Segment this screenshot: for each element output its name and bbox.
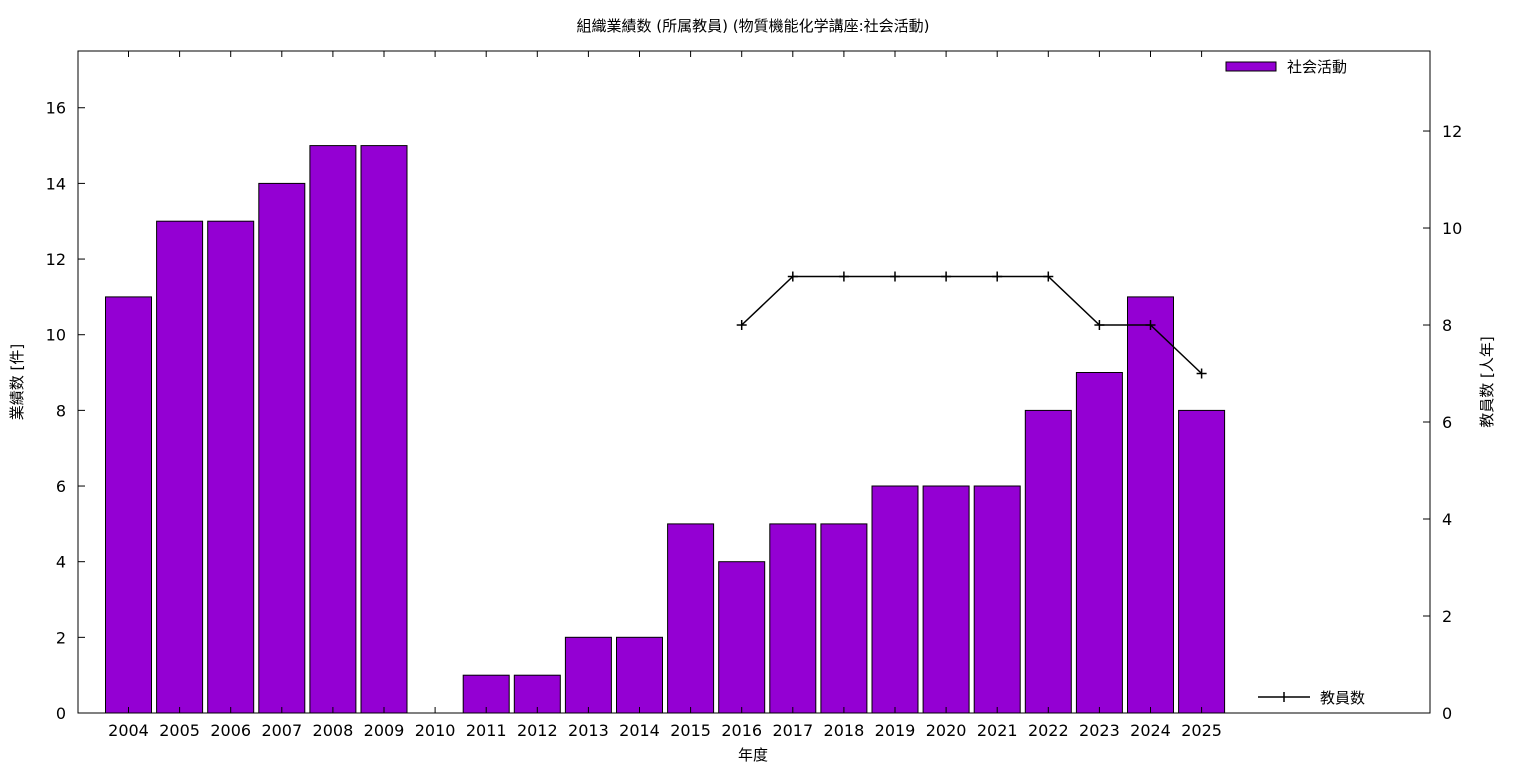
y-axis-ticks: 0 2 4 6 8 10 12 14 16 xyxy=(46,99,85,723)
x-tick-label-2012: 2012 xyxy=(517,721,558,740)
bar-2024 xyxy=(1127,296,1174,714)
y2-tick-label-12: 12 xyxy=(1442,122,1462,141)
bar-series xyxy=(105,145,1226,714)
x-tick-label-2006: 2006 xyxy=(210,721,251,740)
bar-2019 xyxy=(871,485,919,714)
faculty-point-2021 xyxy=(992,271,1003,282)
bar-2023 xyxy=(1075,372,1123,714)
faculty-point-2016 xyxy=(736,320,747,331)
bar-2008 xyxy=(309,145,357,714)
legend-bar-label: 社会活動 xyxy=(1287,58,1347,76)
legend-bar-swatch xyxy=(1225,61,1277,72)
line-series xyxy=(736,271,1207,379)
bar-2017 xyxy=(769,523,817,714)
bar-2006 xyxy=(207,220,255,714)
faculty-point-2025 xyxy=(1196,368,1207,379)
y2-tick-label-2: 2 xyxy=(1442,607,1452,626)
bar-2011 xyxy=(462,674,510,714)
x-tick-label-2011: 2011 xyxy=(466,721,507,740)
x-tick-label-2018: 2018 xyxy=(824,721,865,740)
y2-tick-label-10: 10 xyxy=(1442,219,1462,238)
y2-tick-label-8: 8 xyxy=(1442,316,1452,335)
x-tick-label-2024: 2024 xyxy=(1130,721,1171,740)
faculty-point-2023 xyxy=(1094,320,1105,331)
faculty-line xyxy=(741,275,1203,375)
y2-tick-label-0: 0 xyxy=(1442,704,1452,723)
y-axis-label: 業績数 [件] xyxy=(8,344,26,420)
x-axis-label: 年度 xyxy=(738,746,768,764)
x-tick-label-2004: 2004 xyxy=(108,721,149,740)
x-tick-label-2020: 2020 xyxy=(926,721,967,740)
x-tick-label-2017: 2017 xyxy=(772,721,813,740)
y-tick-label-14: 14 xyxy=(46,174,66,193)
y-tick-label-0: 0 xyxy=(56,704,66,723)
bar-2004 xyxy=(105,296,152,714)
x-tick-label-2019: 2019 xyxy=(875,721,916,740)
x-tick-label-2025: 2025 xyxy=(1181,721,1222,740)
y-tick-label-10: 10 xyxy=(46,326,66,345)
y2-axis-label: 教員数 [人年] xyxy=(1478,336,1496,427)
bar-2025 xyxy=(1178,409,1226,714)
y2-axis-ticks: 0 2 4 6 8 10 12 xyxy=(1423,122,1462,723)
y2-tick-label-4: 4 xyxy=(1442,510,1452,529)
bar-2014 xyxy=(616,636,663,714)
y-tick-label-6: 6 xyxy=(56,477,66,496)
y-tick-label-16: 16 xyxy=(46,99,66,118)
bar-2012 xyxy=(513,674,561,714)
x-tick-label-2013: 2013 xyxy=(568,721,609,740)
x-tick-label-2016: 2016 xyxy=(721,721,762,740)
y-tick-label-2: 2 xyxy=(56,628,66,647)
faculty-point-2022 xyxy=(1043,271,1054,282)
y-tick-label-8: 8 xyxy=(56,401,66,420)
x-tick-label-2009: 2009 xyxy=(364,721,405,740)
x-tick-label-2015: 2015 xyxy=(670,721,711,740)
bar-2018 xyxy=(820,523,868,714)
bar-2009 xyxy=(360,145,408,714)
faculty-point-2017 xyxy=(787,271,798,282)
faculty-point-2020 xyxy=(941,271,952,282)
bar-2020 xyxy=(922,485,970,714)
chart-title: 組織業績数 (所属教員) (物質機能化学講座:社会活動) xyxy=(576,17,929,35)
x-tick-label-2022: 2022 xyxy=(1028,721,1069,740)
x-tick-label-2008: 2008 xyxy=(313,721,354,740)
y2-tick-label-6: 6 xyxy=(1442,413,1452,432)
plot-frame xyxy=(77,50,1431,714)
bar-2022 xyxy=(1024,409,1072,714)
x-tick-label-2023: 2023 xyxy=(1079,721,1120,740)
legend-line: 教員数 xyxy=(1258,689,1365,707)
x-axis-ticks: 2004 2005 2006 2007 2008 2009 2010 2011 2012 2013… xyxy=(108,51,1222,740)
x-tick-label-2014: 2014 xyxy=(619,721,660,740)
bar-2013 xyxy=(564,636,612,714)
y-tick-label-4: 4 xyxy=(56,553,66,572)
faculty-point-2018 xyxy=(838,271,849,282)
bar-2007 xyxy=(258,182,306,714)
x-tick-label-2021: 2021 xyxy=(977,721,1018,740)
x-tick-label-2010: 2010 xyxy=(415,721,456,740)
bar-2005 xyxy=(156,220,204,714)
faculty-point-2019 xyxy=(890,271,900,282)
bar-2015 xyxy=(667,523,715,714)
bar-2021 xyxy=(973,485,1021,714)
legend-line-label: 教員数 xyxy=(1320,689,1365,707)
bar-2016 xyxy=(718,561,766,714)
legend-bar: 社会活動 xyxy=(1225,58,1347,76)
faculty-point-2024 xyxy=(1145,320,1156,331)
x-tick-label-2005: 2005 xyxy=(159,721,200,740)
x-tick-label-2007: 2007 xyxy=(261,721,302,740)
y-tick-label-12: 12 xyxy=(46,250,66,269)
